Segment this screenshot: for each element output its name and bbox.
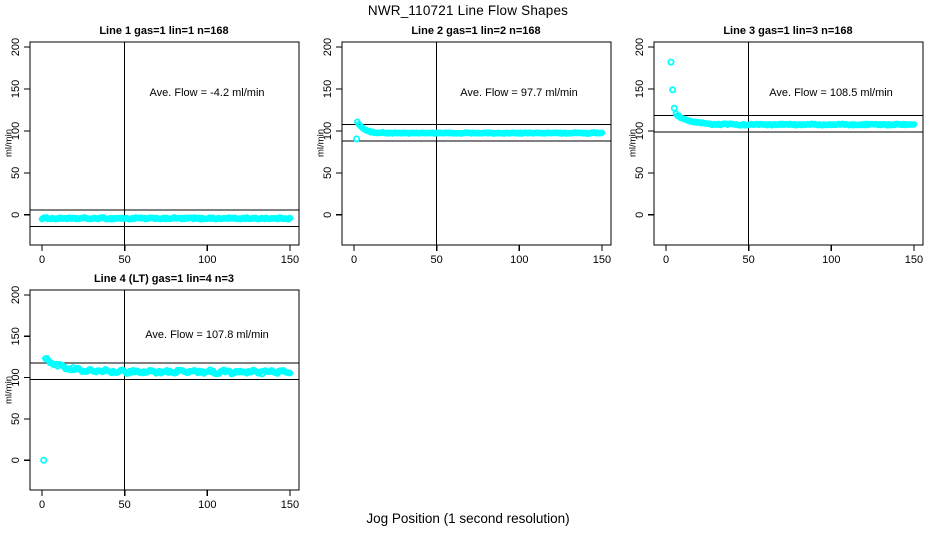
y-tick-label: 200	[10, 38, 22, 56]
panel-3-plot: 0 50 100 150 0 50 100 150 200	[634, 38, 924, 266]
data-point	[286, 369, 294, 377]
y-tick-label: 0	[322, 212, 334, 218]
y-tick-label: 100	[322, 122, 334, 140]
panel-3-title: Line 3 gas=1 lin=3 n=168	[723, 25, 853, 37]
panel-1-plot: 0 50 100 150 0 50 100 150 200	[10, 38, 300, 266]
data-point	[910, 121, 918, 128]
y-tick-label: 150	[634, 80, 646, 98]
y-tick-label: 50	[10, 167, 22, 179]
outlier-point	[667, 58, 675, 66]
y-tick-label: 0	[634, 212, 646, 218]
panel-2-plot: 0 50 100 150 0 50 100 150 200	[322, 38, 612, 266]
x-tick-label: 100	[198, 254, 216, 266]
y-tick-label: 200	[10, 286, 22, 304]
x-tick-label: 150	[593, 254, 611, 266]
x-tick-label: 0	[663, 254, 669, 266]
plot-box	[341, 41, 612, 246]
panel-1-points	[38, 214, 294, 223]
x-tick-label: 100	[198, 499, 216, 511]
outlier-point	[669, 86, 677, 94]
y-tick-label: 0	[10, 212, 22, 218]
x-tick-label: 0	[39, 499, 45, 511]
y-tick-label: 100	[10, 368, 22, 386]
x-tick-label: 0	[351, 254, 357, 266]
y-tick-label: 150	[10, 327, 22, 345]
x-tick-label: 100	[822, 254, 840, 266]
panel-4-y-axis-label: ml/min	[3, 376, 15, 404]
panel-3-ave-flow-annotation: Ave. Flow = 108.5 ml/min	[769, 87, 893, 99]
x-tick-label: 150	[281, 254, 299, 266]
x-tick-label: 50	[119, 499, 131, 511]
x-tick-label: 150	[905, 254, 923, 266]
panel-2-points	[353, 118, 606, 143]
panel-4-title: Line 4 (LT) gas=1 lin=4 n=3	[93, 273, 235, 285]
y-tick-label: 150	[322, 80, 334, 98]
y-tick-label: 200	[322, 38, 334, 56]
y-tick-label: 150	[10, 80, 22, 98]
outlier-point	[670, 104, 678, 112]
x-tick-label: 0	[39, 254, 45, 266]
x-tick-label: 150	[281, 499, 299, 511]
y-tick-label: 200	[634, 38, 646, 56]
panel-4-ave-flow-annotation: Ave. Flow = 107.8 ml/min	[145, 329, 269, 341]
panel-4-plot: 0 50 100 150 0 50 100 150 200	[10, 286, 300, 511]
outlier-point	[353, 135, 361, 143]
y-tick-label: 100	[10, 122, 22, 140]
panel-2-title: Line 2 gas=1 lin=2 n=168	[411, 25, 541, 37]
panel-1-title: Line 1 gas=1 lin=1 n=168	[99, 25, 229, 37]
x-tick-label: 50	[743, 254, 755, 266]
figure-x-axis-label: Jog Position (1 second resolution)	[366, 511, 570, 526]
panel-1-ave-flow-annotation: Ave. Flow = -4.2 ml/min	[149, 87, 265, 99]
panel-2-y-axis-label: ml/min	[315, 129, 327, 157]
x-tick-label: 50	[431, 254, 443, 266]
y-tick-label: 50	[10, 413, 22, 425]
plot-box	[29, 41, 300, 246]
plot-box	[29, 289, 300, 491]
plot-box	[653, 41, 924, 246]
data-point	[598, 129, 606, 137]
panel-1-y-axis-label: ml/min	[3, 129, 15, 157]
panel-3-points	[667, 58, 918, 129]
panel-4-points	[40, 355, 294, 464]
data-point	[286, 214, 294, 222]
x-tick-label: 100	[510, 254, 528, 266]
y-tick-label: 0	[10, 457, 22, 463]
panel-2-ave-flow-annotation: Ave. Flow = 97.7 ml/min	[460, 87, 578, 99]
outlier-point	[40, 456, 48, 464]
y-tick-label: 50	[634, 167, 646, 179]
panel-3-y-axis-label: ml/min	[627, 129, 639, 157]
figure-title: NWR_110721 Line Flow Shapes	[367, 3, 569, 18]
x-tick-label: 50	[119, 254, 131, 266]
y-tick-label: 100	[634, 122, 646, 140]
y-tick-label: 50	[322, 167, 334, 179]
